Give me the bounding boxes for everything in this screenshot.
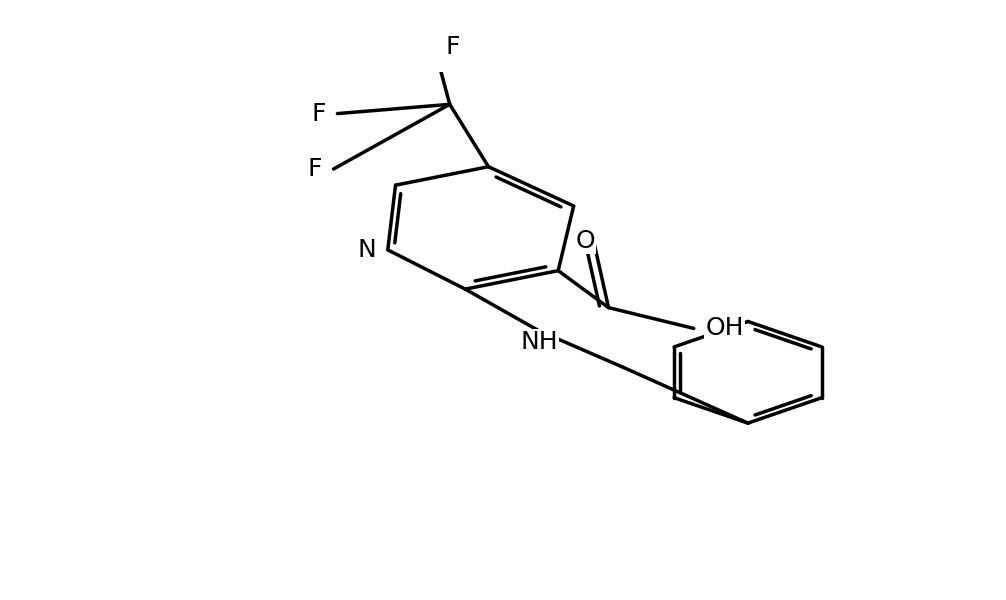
Text: F: F [446,35,461,59]
Text: O: O [575,229,596,253]
Text: N: N [357,238,376,262]
Text: OH: OH [705,316,743,340]
Text: F: F [308,157,322,181]
Text: NH: NH [520,330,557,354]
Text: F: F [311,101,326,125]
